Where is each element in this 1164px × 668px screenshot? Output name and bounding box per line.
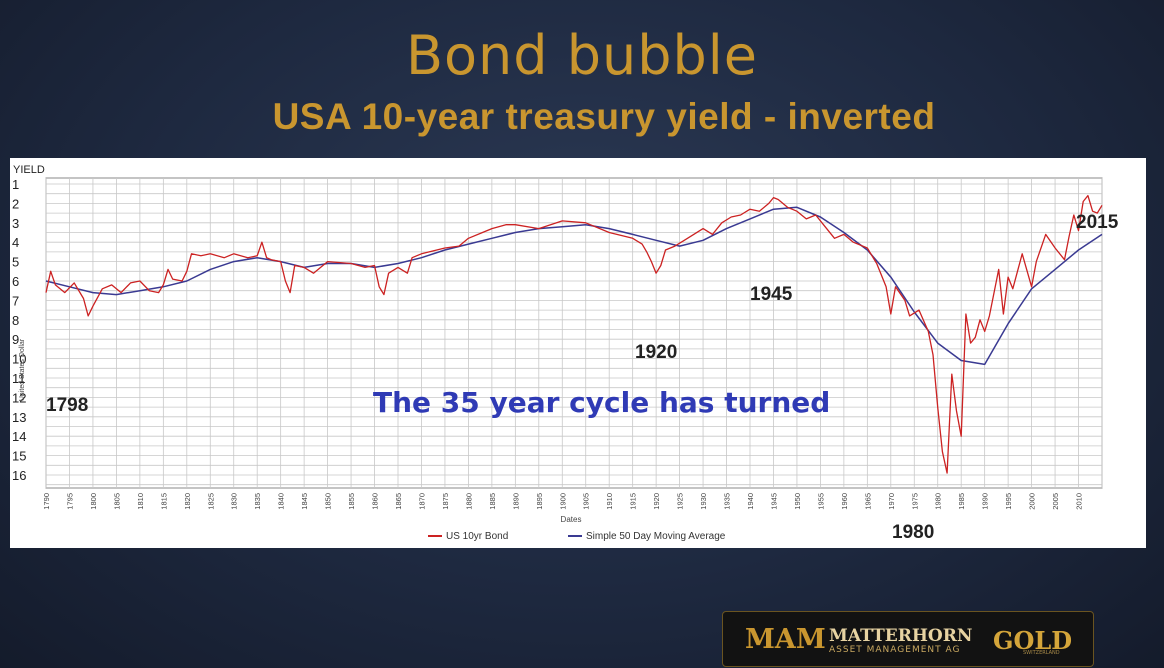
x-tick-label: 1840: [277, 493, 286, 510]
y-tick-label: 8: [12, 313, 19, 328]
x-tick-labels: 1790 1795 1800 1805 1810 1815 1820 1825 1830 1835…: [42, 493, 1084, 510]
x-tick-label: 1930: [699, 493, 708, 510]
y-tick-label: 6: [12, 274, 19, 289]
chart-grid: [45, 177, 1103, 489]
y-tick-label: 2: [12, 196, 19, 211]
year-annotation: 1945: [750, 284, 793, 305]
logo-gold: GOLD: [993, 626, 1073, 655]
x-tick-label: 1795: [65, 493, 74, 510]
x-tick-label: 2000: [1028, 493, 1037, 510]
x-tick-label: 1975: [910, 493, 919, 510]
x-tick-label: 1920: [652, 493, 661, 510]
x-tick-label: 1890: [511, 493, 520, 510]
y-tick-label: 9: [12, 332, 19, 347]
x-tick-label: 1900: [558, 493, 567, 510]
x-tick-label: 1865: [394, 493, 403, 510]
matterhorn-logo: MAM MATTERHORN ASSET MANAGEMENT AG GOLD …: [722, 611, 1094, 667]
year-annotation: 2015: [1076, 212, 1119, 233]
x-tick-label: 1970: [887, 493, 896, 510]
y-tick-label: 4: [12, 235, 19, 250]
x-tick-label: 1960: [840, 493, 849, 510]
x-tick-label: 1910: [605, 493, 614, 510]
y-axis-label: United States Dollar: [19, 338, 26, 401]
y-tick-label: 7: [12, 293, 19, 308]
x-tick-label: 1990: [981, 493, 990, 510]
x-tick-label: 1940: [746, 493, 755, 510]
x-tick-label: 1880: [464, 493, 473, 510]
x-tick-label: 1800: [89, 493, 98, 510]
x-tick-label: 1870: [417, 493, 426, 510]
chart-annotations: 1798 1920 1945 1980 2015 The 35 year cycle ha…: [46, 212, 1119, 543]
y-tick-label: 16: [12, 468, 26, 483]
y-tick-label: 12: [12, 390, 26, 405]
year-annotation: 1980: [892, 522, 934, 543]
x-tick-label: 1830: [230, 493, 239, 510]
chart-series: [45, 194, 1103, 474]
year-annotation: 1798: [46, 395, 88, 416]
x-tick-label: 1935: [723, 493, 732, 510]
x-tick-label: 1850: [324, 493, 333, 510]
x-tick-label: 1810: [136, 493, 145, 510]
x-tick-label: 1905: [582, 493, 591, 510]
y-tick-label: 1: [12, 177, 19, 192]
legend-label-bond: US 10yr Bond: [446, 531, 508, 542]
logo-name: MATTERHORN: [829, 626, 973, 646]
y-tick-label: 3: [12, 216, 19, 231]
logo-tagline: ASSET MANAGEMENT AG: [829, 645, 961, 655]
y-axis-top-label: YIELD: [13, 164, 45, 176]
x-tick-label: 1980: [934, 493, 943, 510]
slide-subtitle: USA 10-year treasury yield - inverted: [272, 96, 936, 137]
x-axis-label: Dates: [561, 515, 582, 524]
logo-mark: MAM: [745, 624, 826, 655]
x-tick-label: 2010: [1075, 493, 1084, 510]
y-tick-label: 10: [12, 352, 26, 367]
x-tick-label: 1845: [300, 493, 309, 510]
x-tick-label: 1915: [629, 493, 638, 510]
x-tick-label: 1885: [488, 493, 497, 510]
x-tick-label: 1825: [206, 493, 215, 510]
logo-gold-sub: SWITZERLAND: [1023, 650, 1060, 656]
x-tick-label: 1985: [957, 493, 966, 510]
x-tick-label: 1925: [676, 493, 685, 510]
y-tick-label: 14: [12, 429, 26, 444]
x-tick-label: 1945: [769, 493, 778, 510]
chart-panel: 1 2 3 4 5 6 7 8 9 10 11 12 13 14 15 16 1790 1795 1800 1805…: [10, 158, 1146, 548]
x-tick-label: 1790: [42, 493, 51, 510]
x-tick-label: 1955: [816, 493, 825, 510]
year-annotation: 1920: [635, 342, 677, 363]
y-tick-label: 11: [12, 371, 26, 386]
x-tick-label: 1805: [112, 493, 121, 510]
x-tick-label: 1820: [183, 493, 192, 510]
chart-legend: US 10yr Bond Simple 50 Day Moving Average: [428, 531, 726, 542]
x-tick-label: 1815: [159, 493, 168, 510]
x-tick-label: 2005: [1051, 493, 1060, 510]
x-tick-label: 1860: [371, 493, 380, 510]
legend-label-ma: Simple 50 Day Moving Average: [586, 531, 726, 542]
y-tick-label: 13: [12, 410, 26, 425]
cycle-annotation: The 35 year cycle has turned: [373, 386, 830, 419]
x-tick-label: 1950: [793, 493, 802, 510]
y-tick-label: 15: [12, 449, 26, 464]
us-10yr-bond-line: [45, 194, 1103, 474]
plot-area: [45, 177, 1103, 489]
x-tick-label: 1895: [535, 493, 544, 510]
x-tick-label: 1855: [347, 493, 356, 510]
x-tick-label: 1995: [1004, 493, 1013, 510]
x-tick-label: 1875: [441, 493, 450, 510]
y-tick-label: 5: [12, 255, 19, 270]
x-tick-label: 1835: [253, 493, 262, 510]
slide-title: Bond bubble: [405, 24, 759, 87]
x-tick-label: 1965: [863, 493, 872, 510]
